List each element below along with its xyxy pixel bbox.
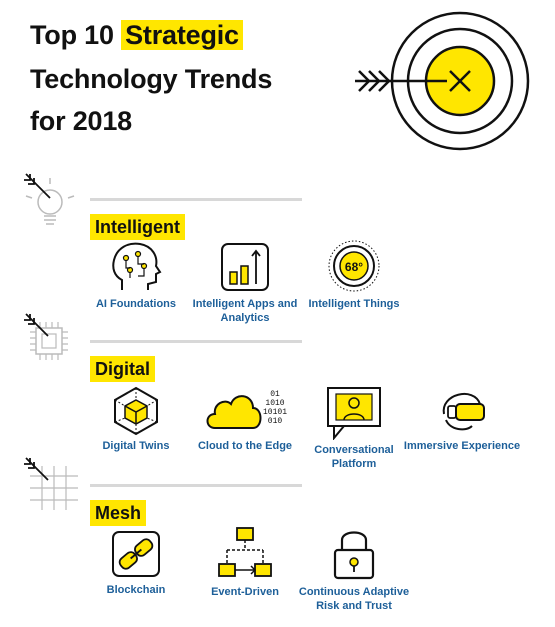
section-rule-mesh: [90, 484, 302, 487]
chain-link-icon: [112, 531, 160, 577]
section-label-intelligent: Intelligent: [90, 214, 185, 240]
trend-label: Digital Twins: [102, 440, 170, 452]
trend-digital-twins: Digital Twins: [76, 384, 196, 453]
title-highlight: Strategic: [121, 20, 243, 50]
trend-blockchain: Blockchain: [76, 528, 196, 597]
trend-intelligent-things: 68° Intelligent Things: [294, 234, 414, 311]
title-line-1: Top 10 Strategic: [30, 18, 243, 52]
lightbulb-arrow-icon: [24, 173, 75, 225]
chip-arrow-icon: [24, 313, 68, 360]
trend-intelligent-apps: Intelligent Apps and Analytics: [185, 240, 305, 325]
trend-label: AI Foundations: [95, 298, 177, 310]
trend-continuous-adaptive-risk: Continuous Adaptive Risk and Trust: [294, 526, 414, 613]
padlock-icon: [333, 531, 375, 580]
thermostat-readout: 68°: [345, 260, 363, 274]
section-label-mesh: Mesh: [90, 500, 147, 526]
title-prefix: Top 10: [30, 20, 114, 50]
cube-icon: [114, 386, 158, 436]
title-line-2: Technology Trends: [30, 64, 273, 94]
binary-line-1: 01: [270, 390, 280, 399]
bar-chart-icon: [221, 243, 269, 291]
trend-event-driven: Event-Driven: [185, 526, 305, 599]
mesh-grid-arrow-icon: [24, 457, 78, 510]
trend-label: Conversational Platform: [314, 444, 394, 470]
trend-label: Intelligent Apps and Analytics: [192, 298, 298, 324]
monitor-person-icon: [327, 387, 381, 440]
binary-line-3: 10101: [263, 408, 287, 417]
trend-label: Cloud to the Edge: [197, 440, 293, 452]
trend-label: Blockchain: [106, 584, 166, 596]
trend-cloud-to-edge: 01 1010 10101 010 Cloud to the Edge: [185, 384, 305, 453]
ai-head-icon: [112, 242, 162, 290]
trend-label: Intelligent Things: [308, 298, 400, 310]
title-line-3: for 2018: [30, 106, 132, 136]
trend-label: Event-Driven: [211, 586, 279, 598]
vr-headset-icon: [442, 393, 485, 431]
trend-label: Immersive Experience: [403, 440, 521, 452]
section-label-digital: Digital: [90, 356, 156, 382]
binary-line-2: 1010: [265, 399, 284, 408]
trend-label: Continuous Adaptive Risk and Trust: [298, 586, 410, 612]
section-rule-intelligent: [90, 198, 302, 201]
cloud-icon: 01 1010 10101 010: [206, 390, 287, 429]
trend-ai-foundations: AI Foundations: [76, 240, 196, 311]
target-arrow-icon: [355, 11, 530, 151]
trend-immersive-experience: Immersive Experience: [402, 384, 522, 453]
binary-line-4: 010: [268, 417, 283, 426]
trend-conversational-platform: Conversational Platform: [294, 384, 414, 471]
section-rule-digital: [90, 340, 302, 343]
event-flow-icon: [218, 527, 272, 577]
thermostat-icon: 68°: [328, 240, 380, 292]
